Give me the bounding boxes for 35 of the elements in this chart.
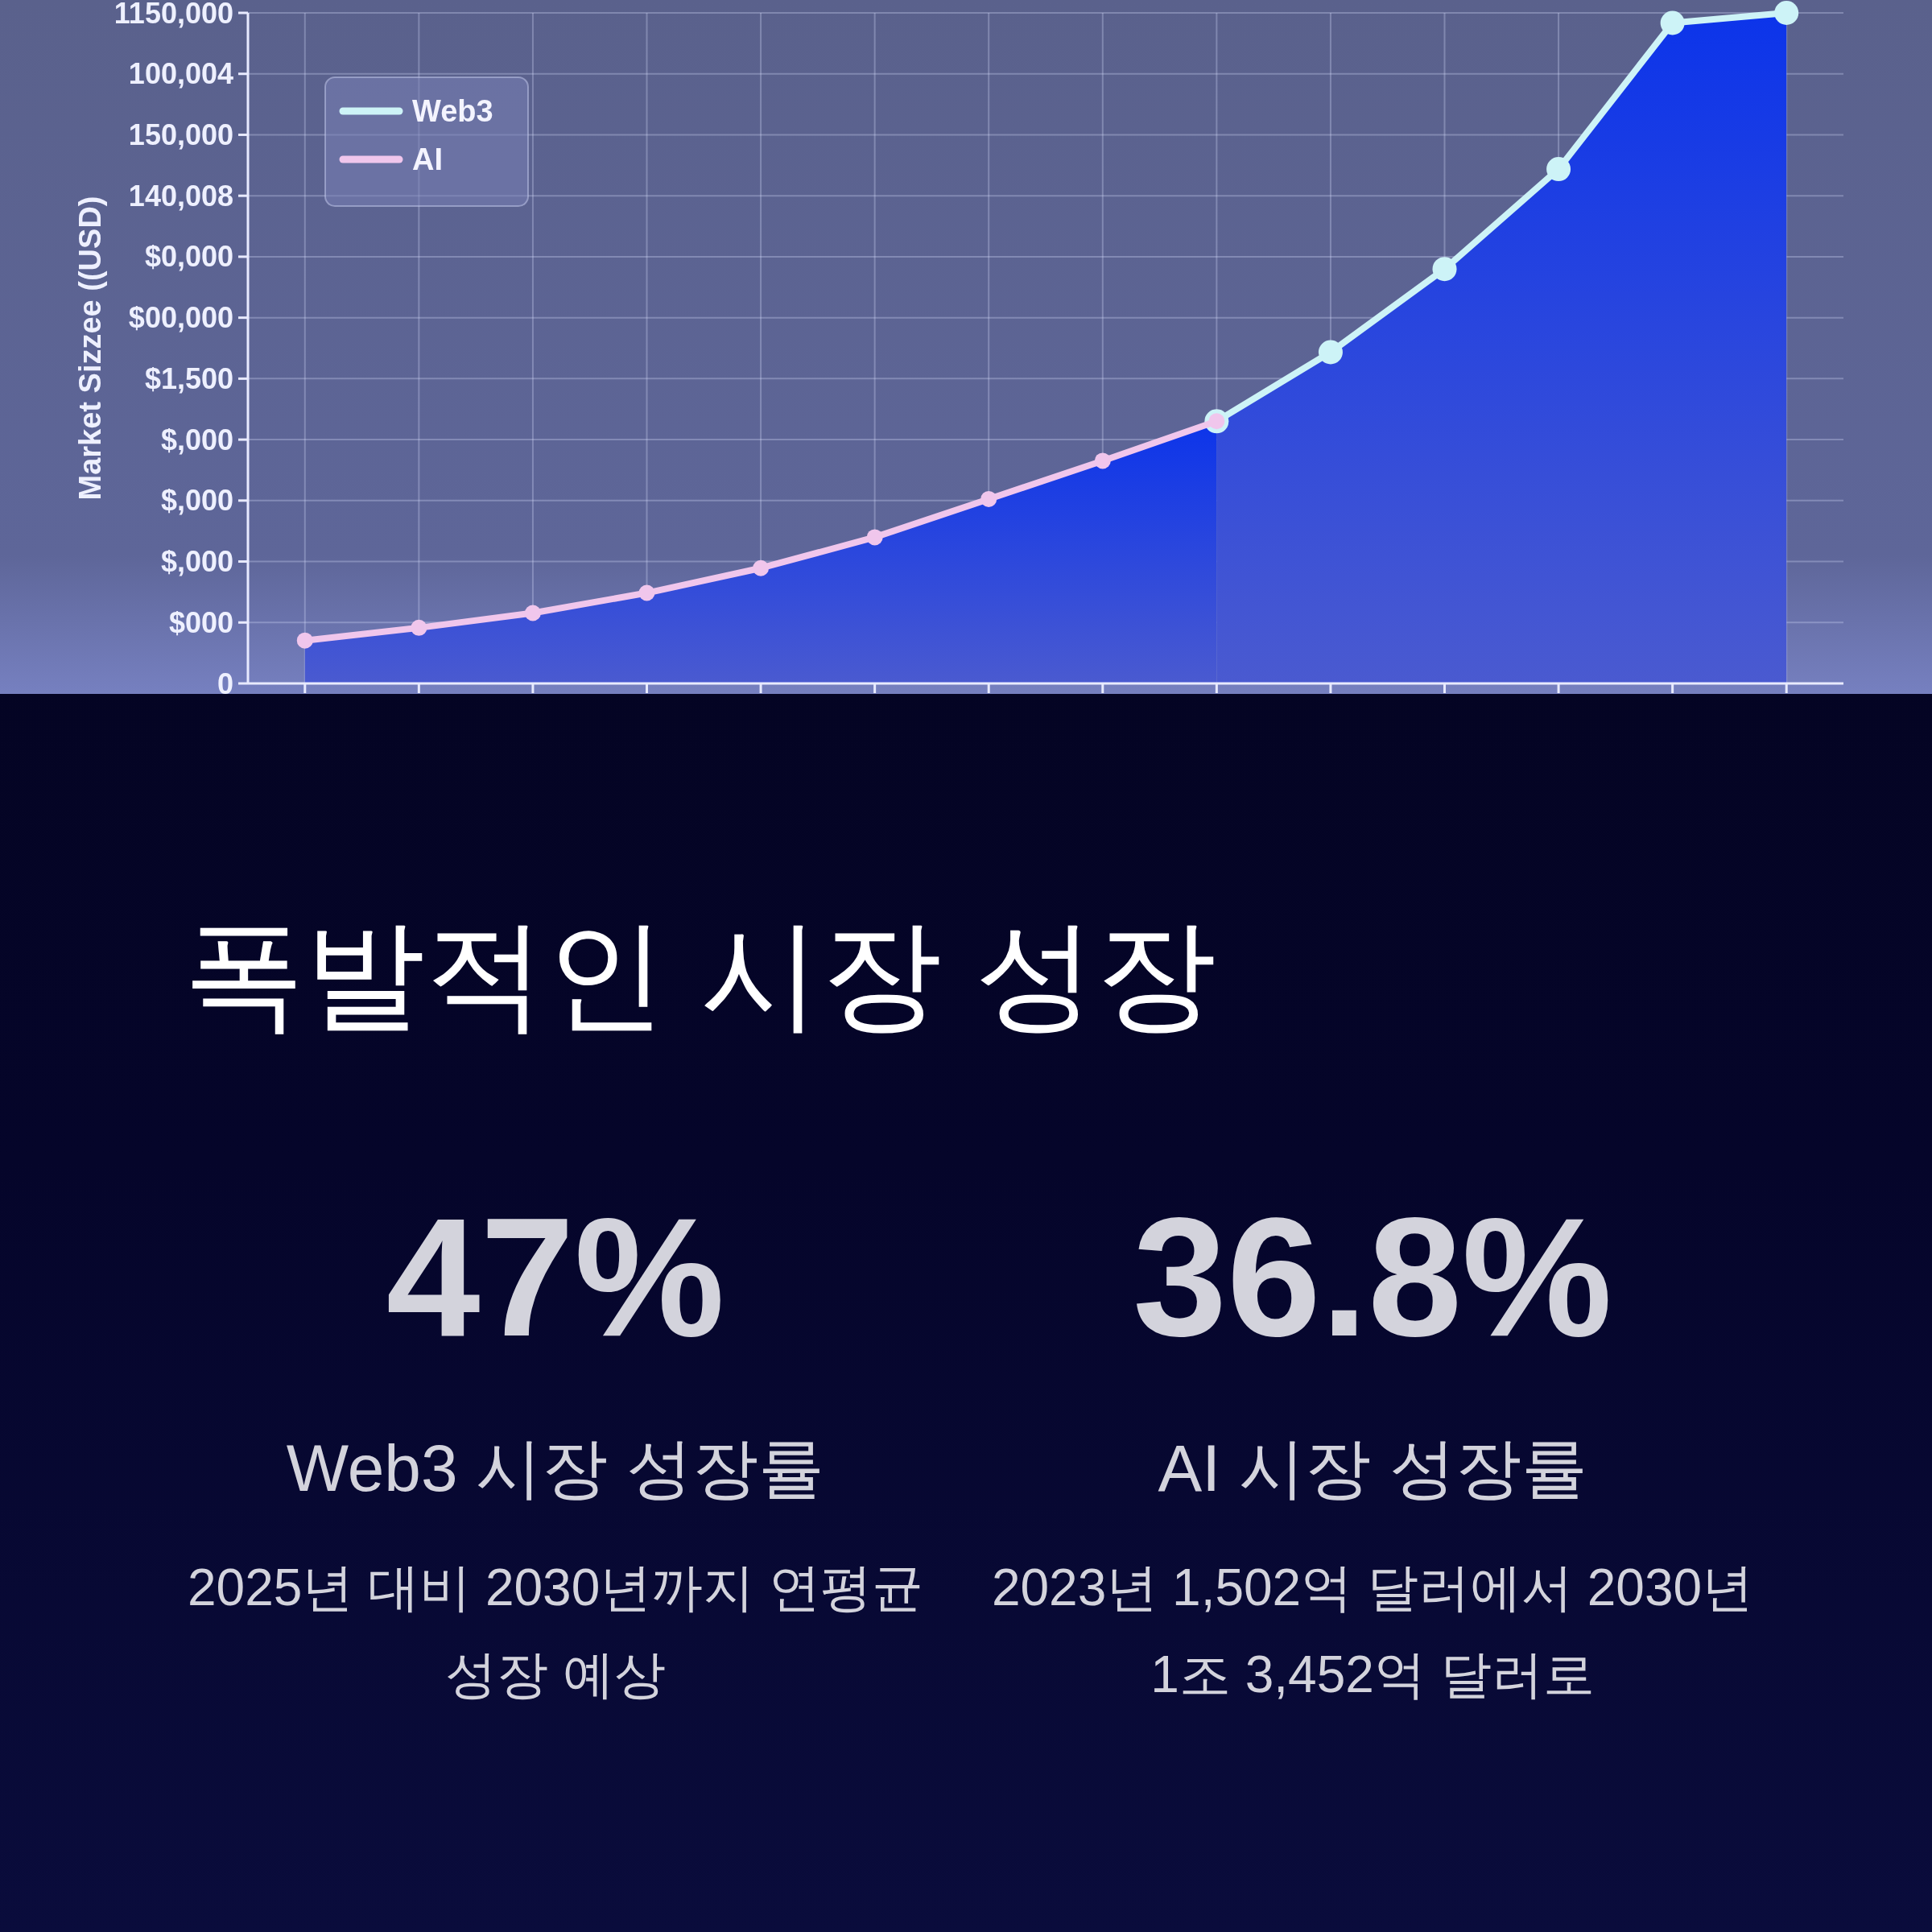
text: 36.8% (1132, 1183, 1613, 1372)
point (1546, 157, 1571, 182)
point (980, 490, 997, 507)
legend-label: AI (412, 142, 443, 176)
text: $,000 (160, 545, 233, 579)
text: 2023년 1,502억 달러에서 2030년 1조 3,452억 달러로 (990, 1558, 1755, 1705)
text: 폭발적인 시장 성장 (184, 906, 1217, 1043)
point (1432, 257, 1457, 282)
text: 150,000 (128, 118, 233, 151)
legend-label: Web3 (412, 94, 493, 128)
text: $0,000 (144, 240, 233, 274)
point (524, 605, 541, 621)
text: $00,000 (128, 301, 233, 335)
text: 1150,000 (114, 0, 233, 30)
y-axis-title: Market Sizzee ((USD) (73, 196, 107, 501)
text: 47% (385, 1183, 726, 1372)
point (1094, 452, 1111, 469)
point (1774, 1, 1799, 25)
text: 140,008 (128, 179, 233, 213)
text: AI 시장 성장률 (1157, 1430, 1588, 1506)
text: $000 (168, 605, 233, 639)
point (1660, 10, 1685, 35)
text: $,000 (160, 484, 233, 518)
text: $,000 (160, 423, 233, 456)
text: 0 (217, 667, 233, 700)
point (866, 529, 883, 546)
point (296, 632, 313, 649)
text: 100,004 (128, 57, 233, 91)
point (411, 619, 427, 636)
point (753, 559, 770, 576)
point (638, 584, 655, 601)
point (1318, 340, 1343, 365)
text: $1,500 (144, 361, 233, 395)
text: Web3 시장 성장률 (285, 1430, 826, 1506)
text: 2025년 대비 2030년까지 연평균 성장 예상 (186, 1558, 925, 1705)
